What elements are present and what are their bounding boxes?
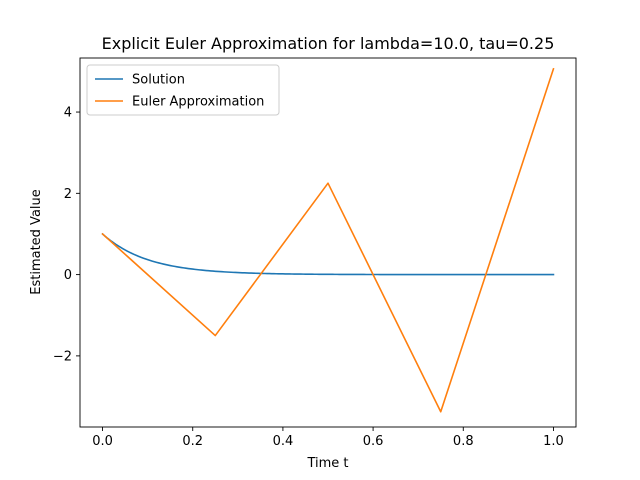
- legend-label-solution: Solution: [132, 73, 185, 88]
- x-axis-label: Time t: [306, 456, 348, 471]
- legend-box: [86, 64, 280, 116]
- y-tick-label: 0: [64, 268, 72, 283]
- x-tick-label: 0.6: [363, 434, 384, 449]
- chart-title: Explicit Euler Approximation for lambda=…: [102, 34, 555, 53]
- legend-label-euler: Euler Approximation: [132, 95, 264, 110]
- series-line-euler: [101, 67, 555, 413]
- x-tick-label: 0.8: [453, 434, 474, 449]
- y-tick-label: −2: [53, 349, 72, 364]
- x-tick-label: 1.0: [543, 434, 564, 449]
- x-tick-label: 0.2: [182, 434, 203, 449]
- y-tick-label: 2: [64, 187, 72, 202]
- y-tick-label: 4: [64, 106, 72, 121]
- x-tick-label: 0.4: [273, 434, 294, 449]
- x-tick-label: 0.0: [92, 434, 113, 449]
- axes-frame: [79, 57, 577, 428]
- series-line-solution: [101, 232, 555, 276]
- plot-area: 0.0 0.2 0.4 0.6 0.8 1.0 −2 0 2 4 Solution Euler App…: [53, 57, 577, 449]
- y-axis-label: Estimated Value: [29, 189, 44, 295]
